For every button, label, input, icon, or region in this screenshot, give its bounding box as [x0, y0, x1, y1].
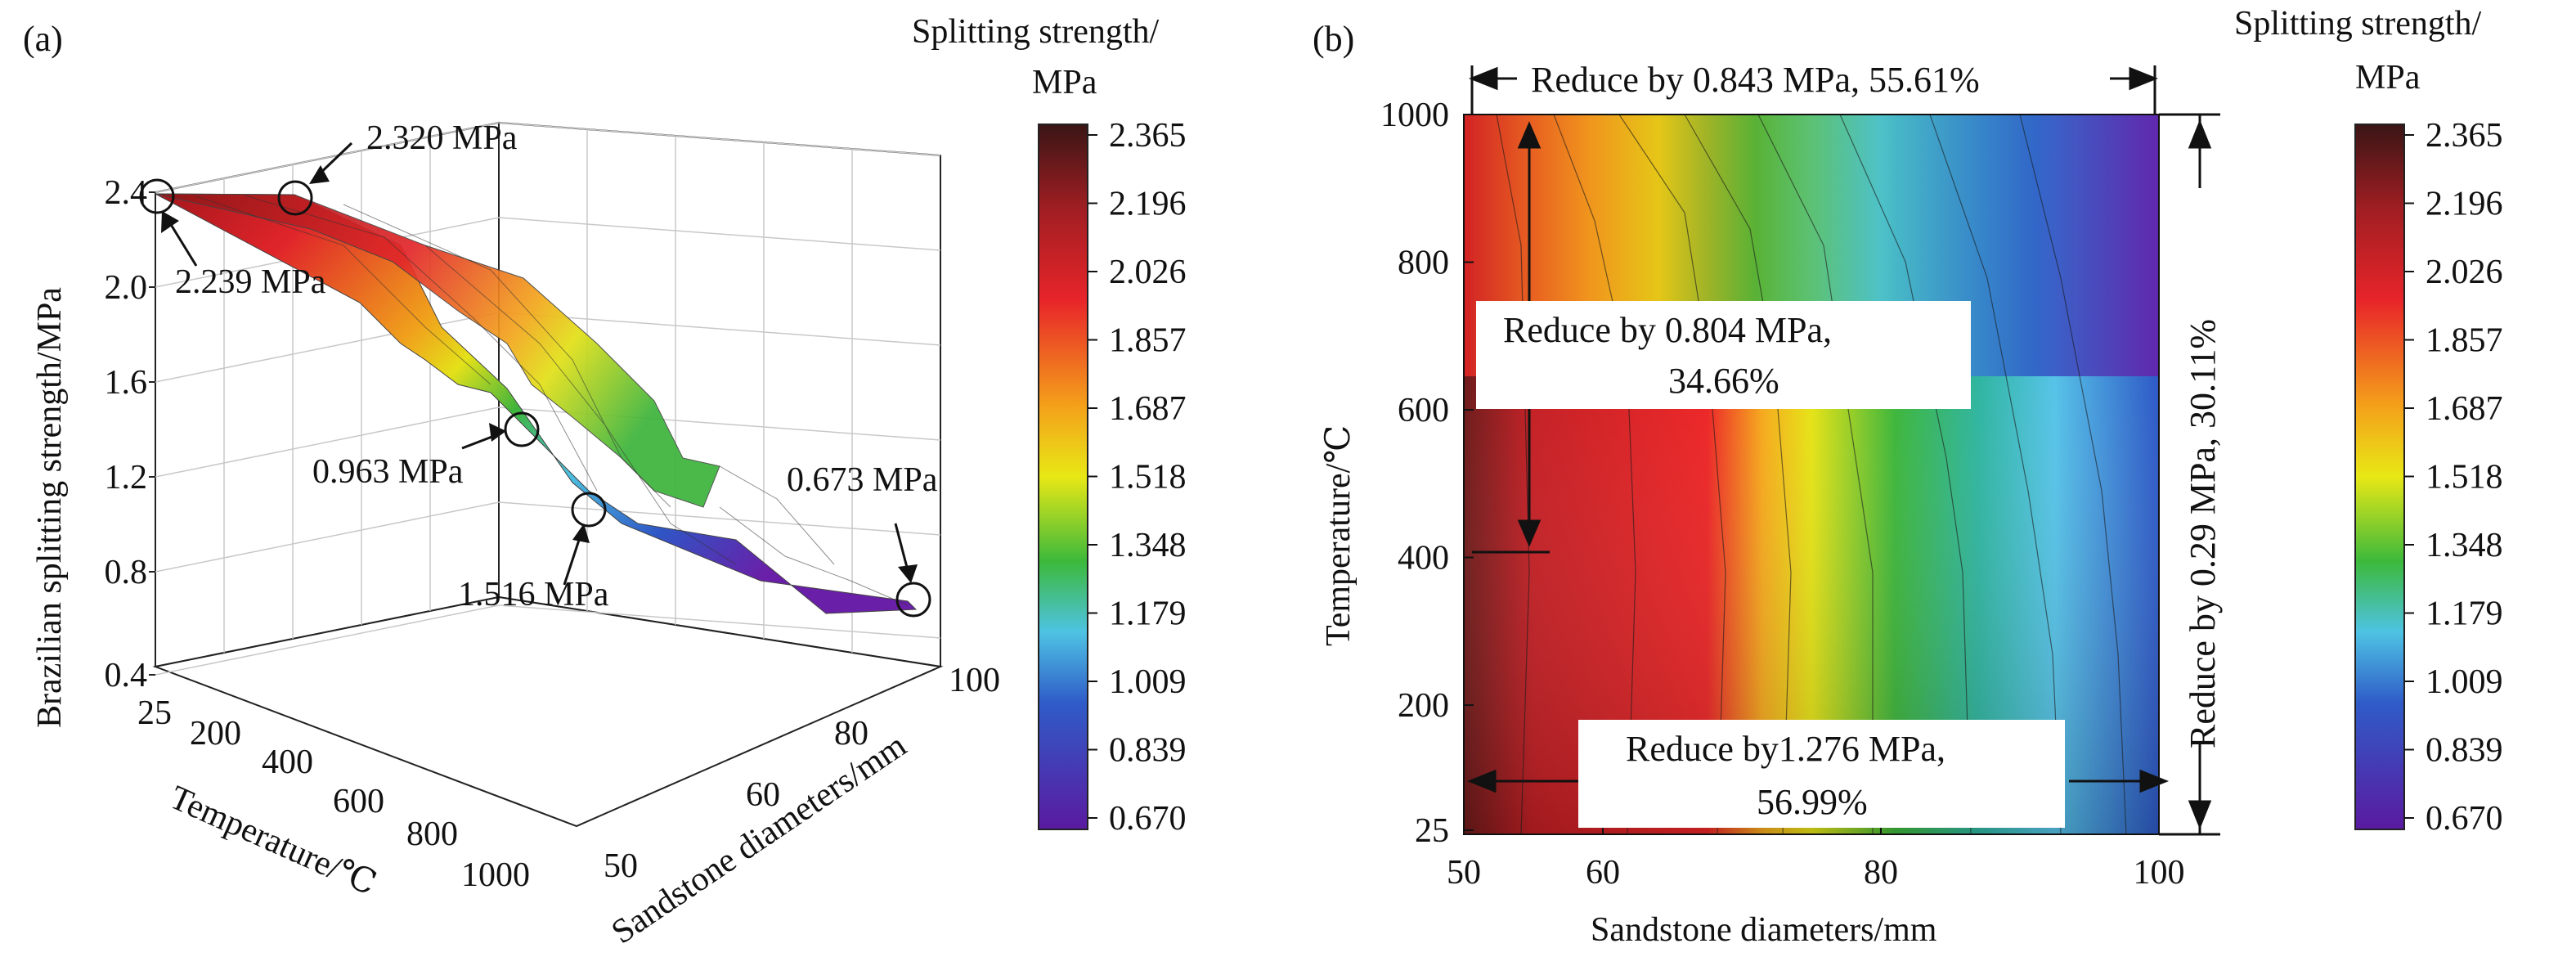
colorbar-tick-label: 0.670 — [1109, 800, 1187, 838]
y-tick-label: 50 — [604, 847, 638, 885]
marker-0963 — [504, 411, 540, 447]
colorbar-tick-label: 1.518 — [2426, 459, 2503, 496]
colorbar-tick-label: 2.196 — [2426, 186, 2503, 223]
panel-a-label: (a) — [23, 19, 63, 59]
colorbar-tick-label: 1.518 — [1109, 459, 1187, 496]
surface-back-sheet — [155, 193, 720, 508]
x-tick-label: 25 — [137, 694, 172, 732]
marker-2239 — [139, 178, 175, 214]
colorbar-tick-label: 1.857 — [1109, 322, 1187, 360]
colorbar-tick-label: 1.179 — [1109, 595, 1187, 633]
annotation-2320: 2.320 MPa — [366, 119, 518, 157]
annotation-b-bottom-2: 56.99% — [1757, 782, 1868, 822]
colorbar-tick-label: 1.009 — [1109, 663, 1187, 701]
annotation-b-mid-2: 34.66% — [1668, 361, 1779, 401]
colorbar-tick-label: 2.196 — [1109, 186, 1187, 223]
annotation-b-mid-1: Reduce by 0.804 MPa, — [1503, 310, 1832, 350]
b-y-tick-label: 1000 — [1380, 97, 1449, 134]
z-tick-label: 0.4 — [105, 657, 148, 694]
z-tick-label: 1.2 — [105, 459, 148, 496]
marker-0673 — [895, 582, 931, 618]
annotation-box-right — [2175, 188, 2224, 744]
colorbar-b-title-1: Splitting strength/ — [2234, 5, 2482, 43]
colorbar-tick-label: 0.839 — [2426, 732, 2503, 770]
b-y-tick-label: 800 — [1398, 245, 1449, 282]
x-tick-label: 200 — [190, 715, 241, 753]
panel-b-label: (b) — [1313, 19, 1354, 59]
colorbar-tick-label: 1.179 — [2426, 595, 2503, 633]
annotation-box-mid — [1476, 301, 1971, 409]
annotations-a — [139, 142, 931, 618]
colorbar-a: Splitting strength/ MPa 2.365 2.196 2.026 1… — [912, 13, 1187, 838]
colorbar-tick-label: 1.857 — [2426, 322, 2503, 360]
colorbar-tick-label: 1.009 — [2426, 663, 2503, 701]
z-axis: Brazilian splitting strength/MPa 0.4 0.8 1… — [31, 174, 155, 728]
x-tick-label: 600 — [333, 783, 384, 820]
annotation-2239: 2.239 MPa — [175, 263, 326, 301]
annotation-box-top — [1519, 57, 2092, 101]
surface-3d — [155, 193, 918, 614]
colorbar-a-title-1: Splitting strength/ — [912, 13, 1160, 51]
b-x-tick-label: 100 — [2134, 854, 2185, 892]
annotation-box-bottom — [1578, 720, 2065, 828]
b-y-tick-label: 400 — [1398, 540, 1449, 577]
colorbar-tick-label: 2.365 — [2426, 117, 2503, 155]
b-x-axis: 50 60 80 100 Sandstone diameters/mm — [1447, 824, 2185, 949]
b-y-axis-label: Temperature/℃ — [1320, 425, 1358, 646]
colorbar-tick-label: 1.348 — [1109, 527, 1187, 564]
annotation-0673: 0.673 MPa — [787, 461, 938, 499]
x-tick-label: 1000 — [461, 856, 530, 894]
z-axis-label: Brazilian splitting strength/MPa — [31, 287, 69, 728]
panel-b: (b) Temperature/℃ 25 200 400 600 800 1000 — [1313, 5, 2503, 949]
b-y-tick-label: 600 — [1398, 392, 1449, 429]
x-tick-label: 800 — [406, 815, 458, 853]
marker-2320 — [277, 180, 313, 216]
b-y-tick-label: 200 — [1398, 687, 1449, 725]
colorbar-tick-label: 1.687 — [2426, 390, 2503, 428]
colorbar-b-title-2: MPa — [2355, 59, 2421, 97]
b-y-tick-label: 25 — [1415, 812, 1449, 850]
z-tick-label: 2.0 — [105, 269, 148, 307]
colorbar-tick-label: 2.026 — [2426, 254, 2503, 291]
colorbar-b: Splitting strength/ MPa 2.365 2.196 2.026 1… — [2234, 5, 2503, 838]
surface-front-sheet — [155, 193, 918, 614]
colorbar-tick-label: 0.839 — [1109, 732, 1187, 770]
b-x-axis-label: Sandstone diameters/mm — [1591, 911, 1937, 949]
y-tick-label: 100 — [949, 662, 1000, 699]
colorbar-tick-label: 0.670 — [2426, 800, 2503, 838]
annotation-b-right: Reduce by 0.29 MPa, 30.11% — [2183, 319, 2223, 748]
z-tick-label: 1.6 — [105, 364, 148, 402]
b-x-tick-label: 80 — [1864, 854, 1898, 892]
colorbar-tick-label: 2.365 — [1109, 117, 1187, 155]
y-tick-label: 60 — [746, 776, 780, 814]
x-tick-label: 400 — [262, 744, 313, 781]
b-x-tick-label: 60 — [1586, 854, 1620, 892]
annotation-1516: 1.516 MPa — [458, 576, 609, 613]
colorbar-tick-label: 2.026 — [1109, 254, 1187, 291]
z-tick-label: 0.8 — [105, 554, 148, 591]
marker-1516 — [571, 492, 607, 528]
annotation-b-bottom-1: Reduce by1.276 MPa, — [1626, 729, 1945, 769]
annotation-b-top: Reduce by 0.843 MPa, 55.61% — [1531, 60, 1980, 100]
colorbar-a-title-2: MPa — [1032, 64, 1097, 101]
colorbar-tick-label: 1.348 — [2426, 527, 2503, 564]
y-tick-label: 80 — [834, 715, 868, 753]
b-x-tick-label: 50 — [1447, 854, 1481, 892]
annotation-0963: 0.963 MPa — [312, 453, 464, 491]
panel-a: (a) Brazilian splitting strength/MPa — [23, 13, 1187, 951]
colorbar-tick-label: 1.687 — [1109, 390, 1187, 428]
b-y-axis: Temperature/℃ 25 200 400 600 800 1000 — [1320, 97, 1474, 850]
